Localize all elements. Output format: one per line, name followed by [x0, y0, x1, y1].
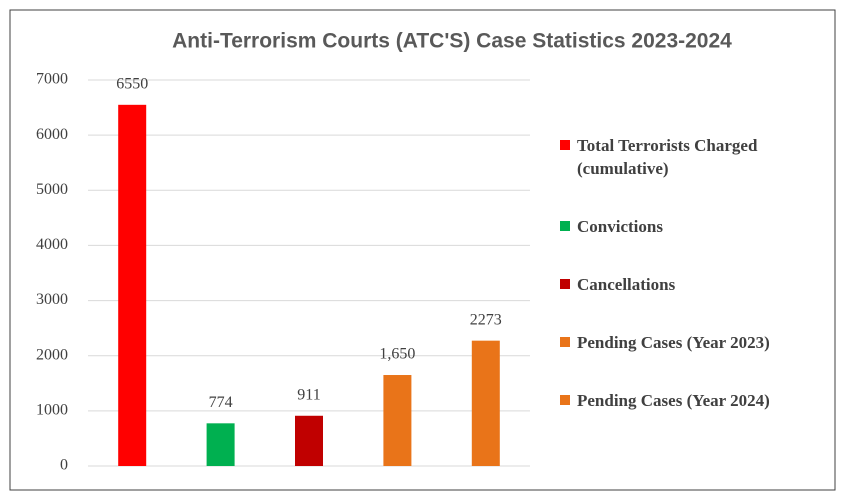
y-tick-label: 3000	[36, 291, 68, 308]
data-label: 1,650	[379, 346, 415, 363]
data-label: 774	[209, 394, 233, 411]
legend-item: Pending Cases (Year 2024)	[560, 389, 822, 412]
bar	[295, 415, 323, 466]
data-label: 6550	[116, 75, 148, 92]
legend-label: Convictions	[577, 217, 663, 236]
legend: Total Terrorists Charged (cumulative) Con…	[560, 134, 822, 412]
bar	[118, 104, 147, 467]
legend-item: Total Terrorists Charged (cumulative)	[560, 134, 822, 180]
legend-item: Pending Cases (Year 2023)	[560, 331, 822, 354]
y-tick-label: 4000	[36, 236, 68, 253]
legend-swatch	[560, 337, 570, 347]
legend-item: Cancellations	[560, 273, 822, 296]
legend-label: Pending Cases (Year 2024)	[577, 391, 770, 410]
bar	[206, 423, 235, 466]
legend-swatch	[560, 221, 570, 231]
data-label: 911	[297, 386, 320, 403]
legend-label: Cancellations	[577, 275, 676, 294]
legend-label: Total Terrorists Charged (cumulative)	[577, 136, 758, 178]
y-tick-label: 2000	[36, 346, 68, 363]
y-tick-label: 6000	[36, 126, 68, 143]
legend-swatch	[560, 279, 570, 289]
chart-title: Anti-Terrorism Courts (ATC'S) Case Stati…	[172, 30, 732, 53]
y-tick-label: 7000	[36, 71, 68, 88]
data-label: 2273	[470, 311, 502, 328]
y-tick-label: 5000	[36, 181, 68, 198]
y-tick-label: 0	[60, 457, 68, 474]
y-tick-label: 1000	[36, 402, 68, 419]
bar	[471, 340, 500, 466]
legend-label: Pending Cases (Year 2023)	[577, 333, 770, 352]
legend-swatch	[560, 140, 570, 150]
legend-swatch	[560, 395, 570, 405]
legend-item: Convictions	[560, 215, 822, 238]
chart-border	[9, 9, 836, 491]
bar	[383, 375, 412, 466]
